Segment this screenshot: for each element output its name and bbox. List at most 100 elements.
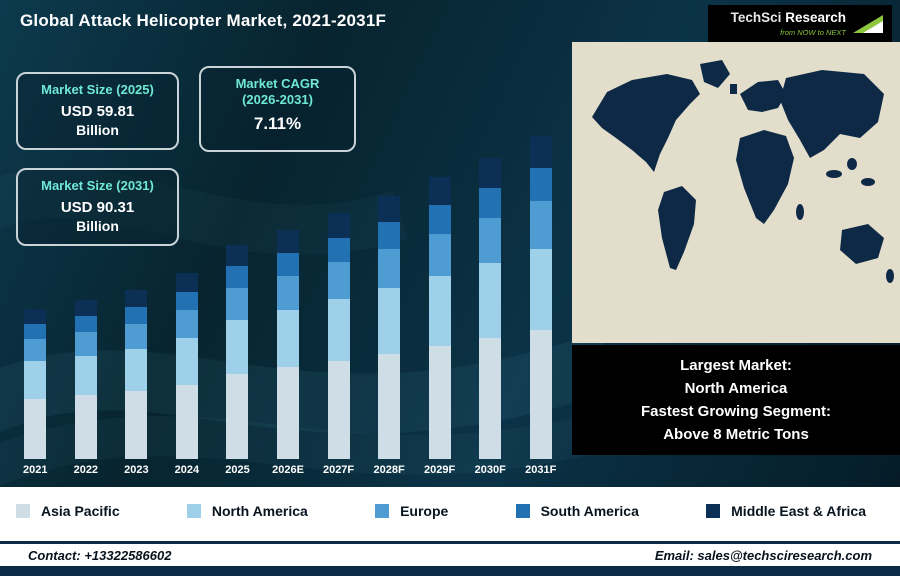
infobox-market-cagr: Market CAGR (2026-2031) 7.11%	[199, 66, 356, 152]
bar-segment-middle-east-africa	[24, 308, 47, 324]
bar-segment-middle-east-africa	[327, 213, 350, 238]
legend-label: Asia Pacific	[41, 503, 120, 519]
legend-swatch	[706, 504, 721, 518]
legend-label: Middle East & Africa	[731, 503, 866, 519]
legend-swatch	[186, 504, 201, 518]
legend-label: North America	[211, 503, 308, 519]
bar-segment-south-america	[479, 187, 502, 218]
bar-segment-asia-pacific	[125, 391, 148, 459]
bar-segment-europe	[175, 310, 198, 339]
bar-segment-europe	[277, 275, 299, 311]
bar-segment-middle-east-africa	[175, 273, 198, 292]
legend-swatch	[16, 504, 30, 518]
legend-item: Middle East & Africa	[706, 503, 866, 519]
callout-panel: Largest Market: North America Fastest Gr…	[572, 345, 900, 455]
bar-segment-north-america	[428, 275, 451, 347]
contact-text: Contact: +13322586602	[28, 547, 172, 563]
bar-segment-north-america	[74, 355, 97, 396]
bar-segment-north-america	[125, 349, 148, 392]
region-philippines	[847, 158, 857, 170]
bar-segment-middle-east-africa	[378, 195, 401, 223]
bar-stack	[479, 157, 502, 459]
bar-stack	[428, 177, 451, 459]
logo-brand-part1: TechSci	[730, 10, 782, 26]
bar-segment-middle-east-africa	[74, 299, 97, 316]
bar-segment-europe	[24, 338, 47, 362]
bar-segment-middle-east-africa	[479, 157, 502, 188]
bar-segment-asia-pacific	[529, 329, 552, 459]
bar-stack	[175, 273, 198, 459]
x-axis-label: 2029F	[424, 464, 456, 476]
bar-segment-asia-pacific	[24, 398, 47, 459]
infobox-title: Market Size (2025)	[41, 82, 154, 97]
region-uk	[730, 84, 737, 94]
bar-column: 2028F	[364, 116, 415, 478]
legend: Asia Pacific North America Europe South Ame…	[0, 487, 900, 535]
x-axis-label: 2023	[124, 464, 149, 476]
bar-segment-north-america	[175, 338, 198, 385]
bar-segment-europe	[74, 331, 97, 356]
bar-segment-south-america	[226, 266, 249, 288]
infobox-value: USD 90.31	[60, 199, 135, 217]
bar-stack	[226, 245, 249, 459]
legend-swatch	[375, 504, 390, 518]
legend-swatch	[515, 504, 530, 518]
bar-column: 2027F	[313, 116, 364, 478]
legend-item: Europe	[375, 503, 448, 519]
bar-segment-north-america	[327, 299, 350, 361]
region-greenland	[700, 60, 730, 88]
infobox-title-line2: (2026-2031)	[242, 92, 313, 108]
x-axis-label: 2022	[73, 464, 99, 476]
bar-chart: 2021 2022 2023 2024 2025 2026E 2027F 2028F 2029F…	[10, 116, 566, 478]
bar-segment-europe	[378, 248, 401, 288]
x-axis-label: 2024	[174, 464, 200, 476]
infobox-unit: Billion	[76, 218, 119, 235]
x-axis-label: 2030F	[474, 464, 506, 476]
logo-brand-part2: Research	[785, 10, 846, 26]
bar-segment-south-america	[327, 237, 350, 263]
bar-segment-asia-pacific	[175, 384, 198, 459]
bar-segment-middle-east-africa	[226, 245, 249, 267]
callout-line: Largest Market:	[680, 356, 792, 374]
bar-stack	[74, 299, 97, 459]
paper-plane-icon	[853, 15, 883, 33]
bar-segment-asia-pacific	[378, 353, 401, 459]
region-new-zealand	[886, 269, 894, 283]
region-madagascar	[796, 204, 804, 220]
bar-segment-middle-east-africa	[529, 135, 552, 169]
bar-column: 2023	[111, 116, 162, 478]
infobox-title: Market CAGR	[235, 76, 320, 91]
region-indonesia	[826, 170, 842, 178]
bar-segment-europe	[226, 287, 249, 320]
world-map-graphic	[572, 42, 900, 343]
page-title: Global Attack Helicopter Market, 2021-20…	[20, 11, 387, 30]
callout-line: Above 8 Metric Tons	[663, 426, 809, 444]
bar-segment-north-america	[378, 287, 401, 354]
bottom-accent-bar	[0, 566, 900, 576]
bar-segment-south-america	[24, 323, 47, 339]
bar-segment-asia-pacific	[428, 346, 451, 459]
continent-asia	[780, 70, 884, 158]
world-map	[572, 42, 900, 343]
bar-column: 2029F	[414, 116, 465, 478]
bar-column: 2024	[162, 116, 213, 478]
infobox-value: 7.11%	[253, 113, 302, 133]
bar-segment-south-america	[277, 252, 299, 276]
callout-line: Fastest Growing Segment:	[640, 403, 832, 420]
bar-column: 2031F	[515, 116, 566, 478]
infobox-market-size-2025: Market Size (2025) USD 59.81 Billion	[16, 72, 179, 150]
email-text: Email: sales@techsciresearch.com	[654, 547, 872, 563]
bar-segment-asia-pacific	[327, 360, 350, 459]
bar-segment-south-america	[378, 222, 401, 249]
bar-column: 2030F	[465, 116, 516, 478]
bar-stack	[125, 290, 148, 459]
bar-segment-asia-pacific	[277, 367, 299, 459]
continent-africa	[736, 130, 794, 224]
bar-stack	[327, 213, 350, 459]
x-axis-label: 2031F	[525, 464, 557, 476]
bar-segment-north-america	[226, 319, 249, 374]
x-axis-label: 2027F	[322, 464, 355, 476]
bar-segment-north-america	[24, 361, 47, 399]
bar-stack	[378, 195, 401, 459]
legend-label: South America	[540, 503, 639, 519]
